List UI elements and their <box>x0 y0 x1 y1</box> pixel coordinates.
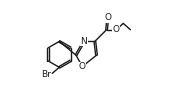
Text: O: O <box>78 62 85 71</box>
Text: O: O <box>113 25 120 34</box>
Text: Br: Br <box>41 70 51 79</box>
Text: O: O <box>104 14 111 22</box>
Text: N: N <box>81 37 87 46</box>
